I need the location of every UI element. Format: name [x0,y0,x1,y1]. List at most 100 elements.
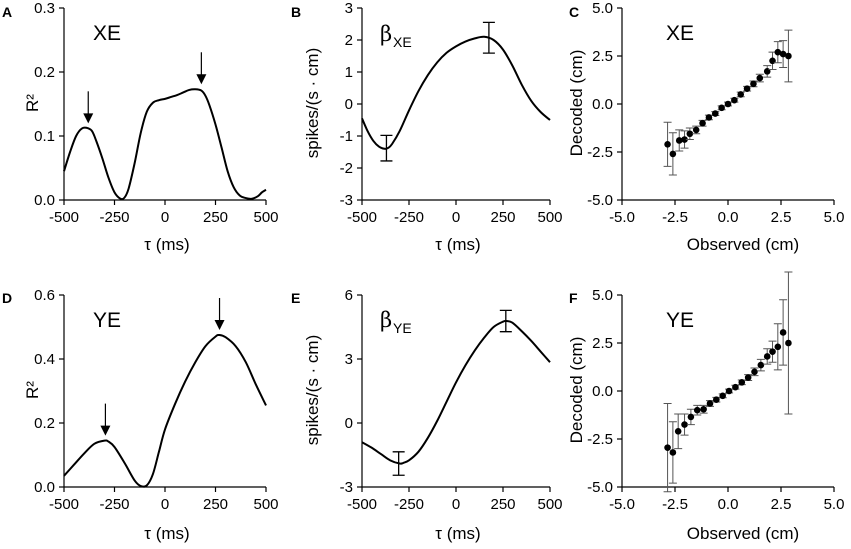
panel-F-data-point [719,392,726,400]
panel-F: F YE Decoded (cm) Observed (cm) [567,290,799,543]
panel-F-data-point [725,387,733,395]
panel-E-beta-symbol: β [380,308,392,332]
panel-A-xtick-label: -500 [49,209,79,226]
panel-B-curve [361,35,551,150]
panel-F-data-point [700,405,707,413]
panel-C-data-point [718,104,725,112]
panel-C-data-point [731,96,738,104]
panel-C-data-point [743,85,751,92]
panel-label-B: B [291,4,301,20]
panel-C-data-point [774,48,782,56]
panel-B-xtick-label: 250 [490,209,515,226]
panel-C-data-point [711,110,719,117]
panel-F-xtick-label: 5.0 [824,496,845,513]
panel-E-error-bar [392,451,405,476]
panel-F-ytick-label: 5.0 [592,287,613,304]
panel-A-xtick-label: 250 [203,209,228,226]
panel-F-data-point [751,368,758,376]
panel-F-xtick-label: -2.5 [662,496,688,513]
panel-D-curve [63,333,267,488]
panel-E-beta-subscript: YE [393,320,412,336]
panel-F-series-name: YE [666,309,694,332]
panel-F-data-point [744,374,752,381]
panel-E-ytick-label: -3 [340,479,353,496]
panel-B-plot: -3 -2 -1 0 1 2 3 -500 -250 0 250 500 [340,0,563,226]
panel-F-data-point [738,379,746,386]
panel-D-xlabel: τ (ms) [144,524,189,543]
panel-C-data-point [681,136,688,143]
panel-A-xtick-label: 0 [161,209,169,226]
panel-A-ytick-label: 0.0 [34,192,55,209]
panel-C-data-point [664,141,671,148]
panel-C-data-point [686,130,694,138]
panel-C-data-point [692,126,700,134]
panel-E-xlabel: τ (ms) [435,524,480,543]
panel-D-series-name: YE [93,309,121,332]
panel-B-ytick-label: 2 [345,32,353,49]
panel-B-ytick-label: 1 [345,64,353,81]
panel-C-data-point [724,100,732,108]
panel-D-ylabel: R² [23,381,42,399]
panel-C-xtick-label: 0.0 [718,209,739,226]
panel-D-plot: 0.0 0.2 0.4 0.6 -500 -250 0 250 500 [34,287,278,513]
panel-D-ytick-label: 0.2 [34,415,55,432]
panel-C-data-point [705,114,713,121]
panel-C-ytick-label: -5.0 [587,192,613,209]
panel-A: A XE R² τ (ms) [2,4,190,254]
panel-B-xtick-label: -500 [347,209,377,226]
panel-E-plot: -3 0 3 6 -500 -250 0 250 500 [340,287,563,513]
panel-F-data-point [779,329,787,336]
panel-label-F: F [569,290,578,306]
panel-F-xtick-label: -5.0 [609,496,635,513]
panel-A-peak-arrow-head [196,74,207,85]
panel-C-data-point [779,50,787,58]
panel-E-error-bar [499,309,512,333]
panel-E-ytick-label: 6 [345,287,353,304]
panel-D-xtick-label: 0 [161,496,169,513]
panel-F-data-point [757,361,765,369]
panel-A-ytick-label: 0.3 [34,0,55,17]
panel-E-xtick-label: -500 [347,496,377,513]
panel-B-xtick-label: 500 [537,209,562,226]
panel-C-data-point [737,91,745,98]
panel-C-xtick-label: 2.5 [771,209,792,226]
panel-C-ytick-label: 5.0 [592,0,613,17]
panel-A-xlabel: τ (ms) [144,235,189,254]
panel-B-beta-symbol: β [380,22,392,46]
panel-E-xtick-label: 0 [452,496,460,513]
panel-D-peak-arrow-head [214,320,225,330]
panel-A-series-name: XE [93,22,121,45]
panel-B-error-bar [380,134,393,162]
panel-C-data-point [699,119,706,127]
panel-F-data-point [681,421,688,428]
panel-A-ytick-label: 0.1 [34,128,55,145]
panel-D-xtick-label: -500 [49,496,79,513]
panel-F-xtick-label: 2.5 [771,496,792,513]
panel-B-ytick-label: -1 [340,128,353,145]
panel-F-data-point [763,353,771,360]
panel-A-curve [63,88,267,201]
panel-C: C XE Decoded (cm) Observed (cm) [567,4,799,254]
panel-C-ylabel: Decoded (cm) [567,50,586,157]
panel-D-peak-arrow-head [100,425,111,436]
panel-A-plot: 0.0 0.1 0.2 0.3 -500 -250 0 250 500 [34,0,278,226]
panel-F-data-point [674,428,682,435]
panel-C-series-name: XE [666,22,694,45]
panel-B-ytick-label: 3 [345,0,353,17]
panel-B-ytick-label: -3 [340,192,353,209]
panel-D-ytick-label: 0.6 [34,287,55,304]
panel-C-data-point [669,150,677,158]
panel-F-data-point [687,413,695,421]
panel-B-beta-subscript: XE [393,34,412,50]
panel-C-data-point [675,137,683,144]
panel-E-xtick-label: 250 [490,496,515,513]
panel-label-A: A [2,4,12,20]
panel-E-curve [361,319,551,465]
panel-A-xtick-label: 500 [253,209,278,226]
panel-F-xtick-label: 0.0 [718,496,739,513]
panel-B-ytick-label: -2 [340,160,353,177]
panel-F-xlabel: Observed (cm) [687,524,799,543]
panel-B-xlabel: τ (ms) [435,235,480,254]
panel-F-data-point [693,406,701,414]
